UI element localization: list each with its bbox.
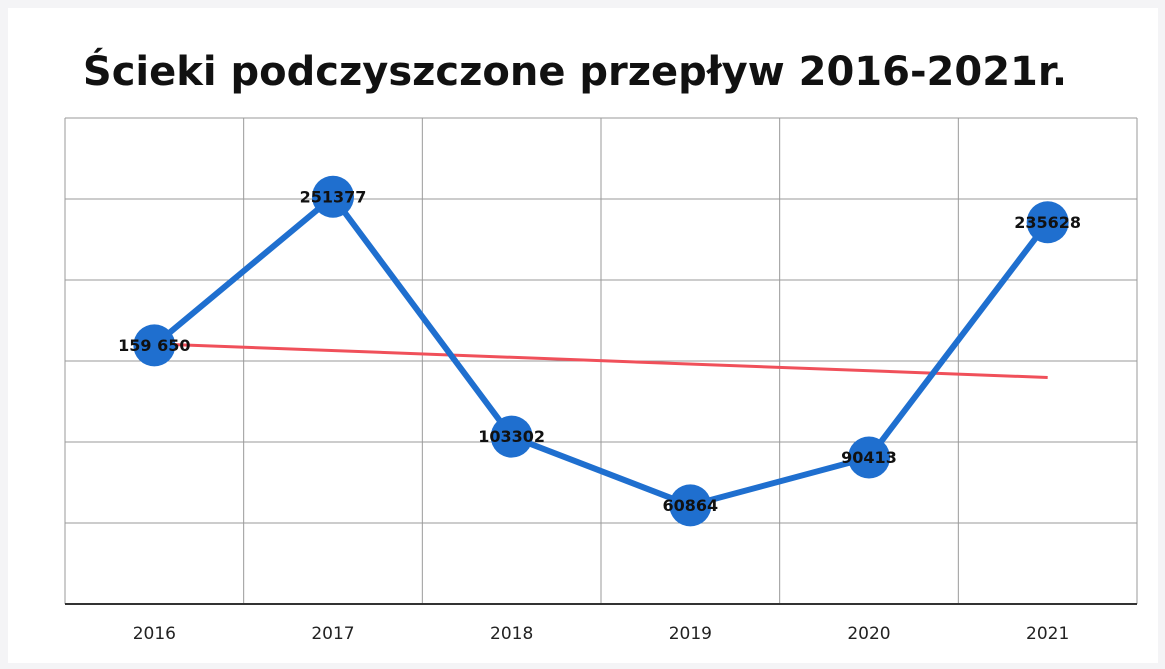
trendline xyxy=(154,342,1048,379)
chart-background xyxy=(8,8,1158,663)
data-label: 103302 xyxy=(478,427,545,446)
data-point xyxy=(312,175,354,218)
data-label: 60864 xyxy=(662,496,718,515)
data-label: 235628 xyxy=(1014,213,1081,232)
data-point xyxy=(1026,201,1069,244)
x-tick-label: 2017 xyxy=(311,624,354,644)
data-label: 90413 xyxy=(841,448,897,467)
data-point xyxy=(490,415,533,458)
series-line xyxy=(152,193,1051,509)
data-point xyxy=(848,436,890,479)
data-label: 251377 xyxy=(300,187,367,206)
data-point xyxy=(133,324,176,367)
x-tick-label: 2019 xyxy=(669,624,712,644)
x-tick-label: 2018 xyxy=(490,624,533,644)
data-point xyxy=(669,484,712,527)
x-tick-label: 2020 xyxy=(847,624,890,644)
x-tick-label: 2021 xyxy=(1026,624,1069,644)
x-tick-label: 2016 xyxy=(133,624,176,644)
chart-title: Ścieki podczyszczone przepływ 2016-2021r… xyxy=(83,47,1067,95)
data-label: 159 650 xyxy=(118,336,190,355)
